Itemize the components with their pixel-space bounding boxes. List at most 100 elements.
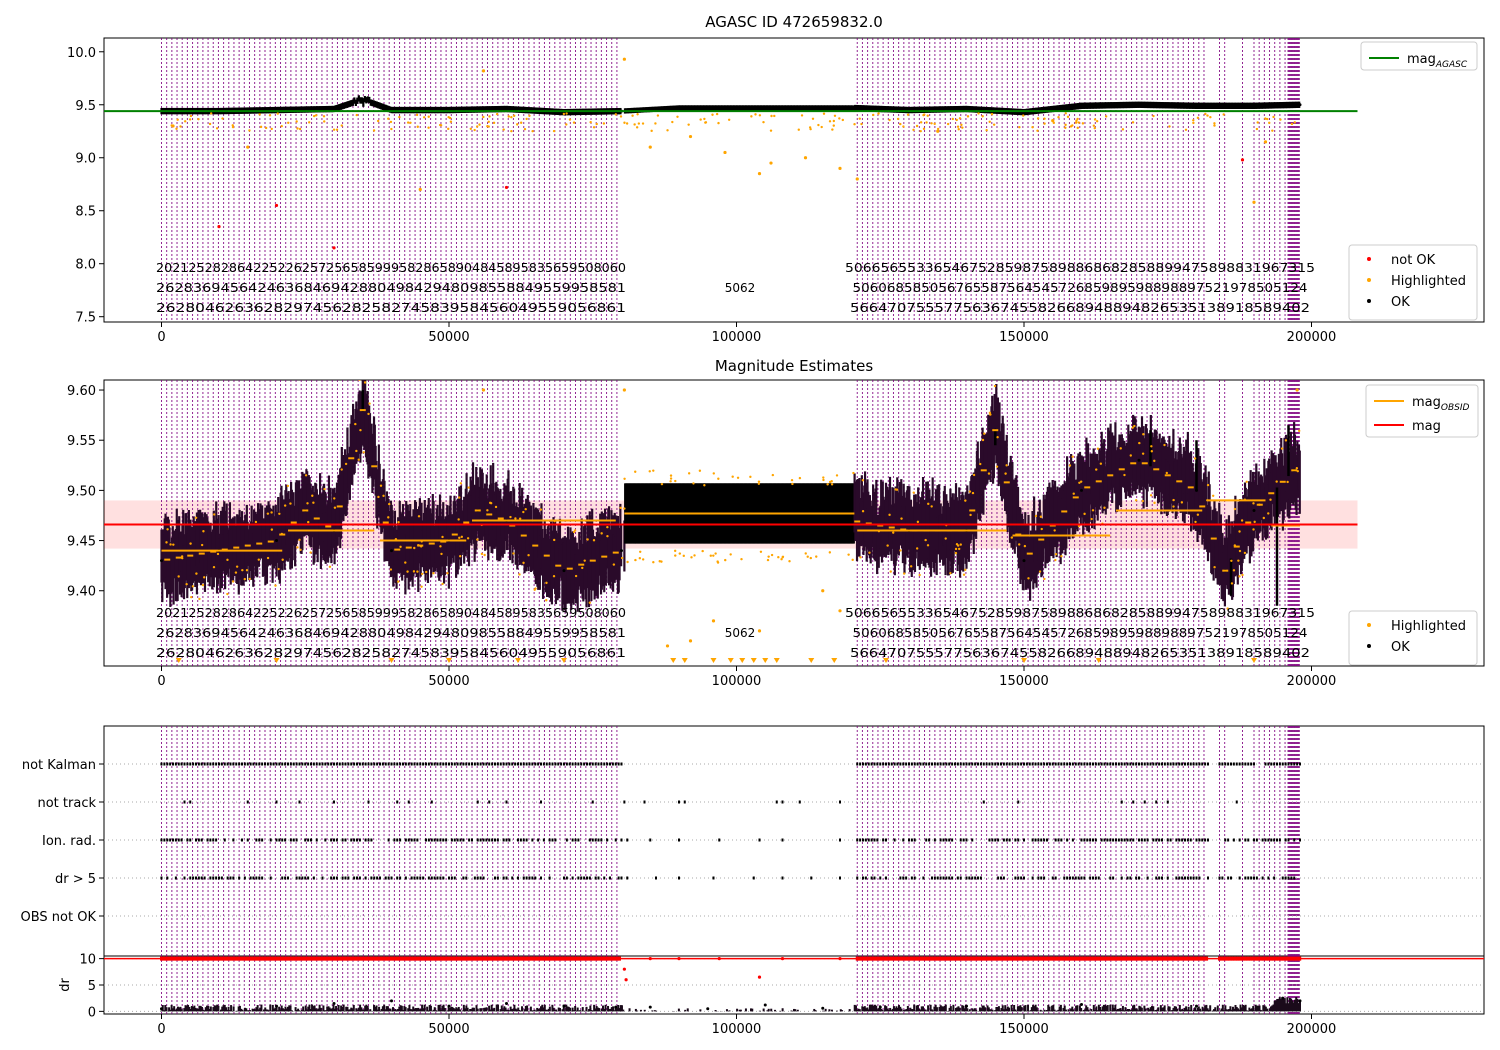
highlighted-point (266, 512, 270, 515)
not-ok-point (946, 956, 950, 961)
not-ok-point (561, 956, 565, 961)
flag-point (246, 800, 249, 804)
flag-point (945, 762, 948, 766)
not-ok-point (985, 956, 989, 961)
highlighted-point (918, 573, 921, 577)
not-ok-point (876, 956, 880, 961)
highlighted-point (1023, 544, 1027, 548)
flag-point (364, 876, 367, 880)
flag-point (1000, 876, 1002, 880)
ok-point (677, 106, 681, 110)
highlighted-point (377, 495, 380, 499)
highlighted-point (809, 556, 812, 560)
highlighted-point (1196, 116, 1200, 120)
not-ok-point (429, 956, 433, 961)
not-ok-point (902, 956, 906, 961)
flag-point (1063, 876, 1066, 880)
flag-point (626, 838, 629, 842)
not-ok-point (1005, 956, 1009, 961)
highlighted-point (868, 551, 871, 554)
flag-point (856, 762, 859, 766)
flag-point (1155, 800, 1158, 804)
flag-point (445, 762, 448, 766)
flag-point (971, 876, 974, 880)
flag-point (471, 762, 473, 766)
flag-point (936, 876, 939, 880)
flag-point (864, 838, 867, 842)
highlighted-point (619, 115, 623, 118)
not-ok-point (395, 956, 399, 961)
flag-point (496, 762, 499, 766)
flag-point (473, 876, 476, 880)
flag-point (1284, 838, 1287, 842)
ok-point (562, 569, 566, 573)
flag-point (1189, 762, 1192, 766)
flag-point (344, 838, 347, 842)
highlighted-point (770, 114, 773, 118)
flag-point (1054, 838, 1057, 842)
not-ok-point (1181, 956, 1185, 961)
highlighted-point (165, 541, 168, 544)
not-ok-point (514, 956, 518, 961)
observation-boundaries (161, 38, 1300, 322)
not-ok-point (493, 956, 497, 961)
highlighted-point (930, 505, 933, 508)
flag-point (979, 876, 982, 880)
highlighted-point (528, 114, 531, 117)
flag-point (859, 838, 862, 842)
flag-point (396, 838, 399, 842)
highlighted-point (1230, 582, 1234, 585)
highlighted-point (977, 112, 980, 115)
ok-point (1195, 104, 1198, 108)
flag-point (554, 838, 557, 842)
flag-point (1149, 762, 1152, 766)
flag-point (1017, 762, 1020, 766)
not-ok-point (475, 956, 479, 961)
flag-point (1158, 876, 1161, 880)
not-ok-point (1269, 956, 1273, 961)
flag-point (1083, 838, 1086, 842)
flag-point (1163, 762, 1166, 766)
flag-point (1184, 838, 1186, 842)
flag-point (399, 762, 402, 766)
highlighted-point (226, 592, 229, 596)
flag-point (1224, 838, 1227, 842)
highlighted-point (758, 114, 762, 117)
highlighted-point (1036, 117, 1040, 120)
highlighted-point (416, 570, 419, 573)
panel2-frame (103, 379, 1485, 667)
highlighted-point (806, 555, 809, 558)
highlighted-point (698, 469, 702, 472)
flag-point (775, 800, 778, 804)
legend-marker (1367, 644, 1371, 648)
flag-point (356, 876, 358, 880)
flag-point (1117, 762, 1120, 766)
highlighted-point (583, 559, 586, 562)
highlighted-point (987, 472, 991, 475)
not-ok-point (576, 956, 580, 961)
highlighted-point (539, 508, 543, 511)
highlighted-point (1078, 481, 1081, 484)
flag-point (951, 876, 954, 880)
flag-point (534, 762, 537, 766)
flag-point (197, 838, 200, 842)
highlighted-point (724, 558, 727, 562)
flag-point (540, 800, 542, 804)
not-ok-point (222, 956, 226, 961)
flag-point (269, 762, 272, 766)
flag-point (951, 838, 954, 842)
flag-point (373, 762, 376, 766)
flag-point (609, 876, 611, 880)
highlighted-point (1031, 125, 1034, 129)
flag-point (1071, 876, 1074, 880)
flag-point (376, 762, 379, 766)
flag-point (1143, 762, 1146, 766)
highlighted-point (811, 117, 815, 120)
highlighted-point (861, 510, 865, 513)
flag-point (272, 762, 275, 766)
flag-point (243, 876, 246, 880)
highlighted-point (1268, 121, 1271, 125)
flag-point (235, 762, 238, 766)
clipped-low-marker (388, 658, 395, 663)
flag-point (649, 838, 652, 842)
